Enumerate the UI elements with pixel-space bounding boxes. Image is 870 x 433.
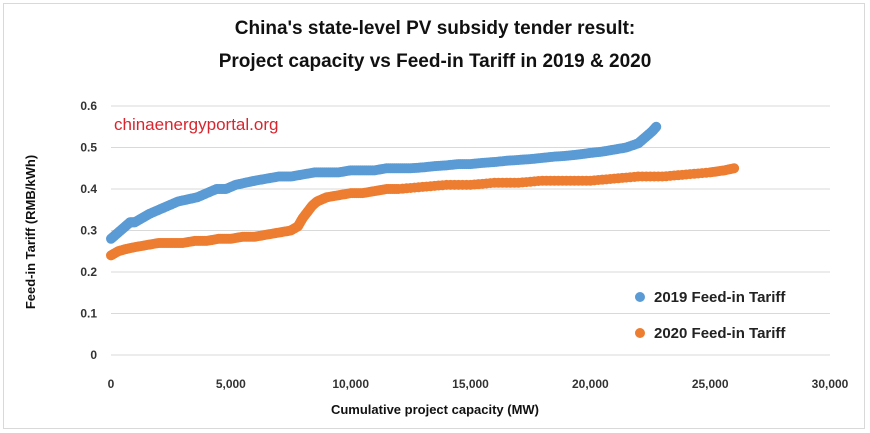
legend-marker-2020 bbox=[635, 328, 645, 338]
y-tick-label: 0.2 bbox=[80, 265, 97, 279]
y-tick-label: 0 bbox=[90, 348, 97, 362]
chart-frame bbox=[3, 3, 865, 429]
legend-label-2020: 2020 Feed-in Tariff bbox=[654, 325, 786, 342]
x-tick-label: 25,000 bbox=[692, 377, 729, 391]
x-tick-label: 0 bbox=[108, 377, 115, 391]
legend-label-2019: 2019 Feed-in Tariff bbox=[654, 289, 786, 306]
legend: 2019 Feed-in Tariff 2020 Feed-in Tariff bbox=[635, 289, 786, 342]
gridlines bbox=[111, 105, 830, 356]
data-points bbox=[106, 121, 740, 261]
y-tick-label: 0.1 bbox=[80, 307, 97, 321]
y-tick-label: 0.6 bbox=[80, 99, 97, 113]
legend-marker-2019 bbox=[635, 292, 645, 302]
chart-title: China's state-level PV subsidy tender re… bbox=[234, 18, 636, 39]
data-point bbox=[729, 163, 740, 174]
y-tick-label: 0.4 bbox=[80, 182, 97, 196]
y-axis-ticks: 0 0.1 0.2 0.3 0.4 0.5 0.6 bbox=[80, 99, 97, 362]
x-tick-label: 5,000 bbox=[216, 377, 246, 391]
y-tick-label: 0.5 bbox=[80, 141, 97, 155]
series-2020 bbox=[106, 163, 740, 261]
y-tick-label: 0.3 bbox=[80, 224, 97, 238]
watermark: chinaenergyportal.org bbox=[114, 115, 278, 134]
x-axis-label: Cumulative project capacity (MW) bbox=[331, 402, 539, 417]
chart-subtitle: Project capacity vs Feed-in Tariff in 20… bbox=[218, 51, 652, 72]
series-2019 bbox=[106, 121, 662, 244]
x-tick-label: 15,000 bbox=[452, 377, 489, 391]
x-axis-ticks: 0 5,000 10,000 15,000 20,000 25,000 30,000 bbox=[108, 377, 849, 391]
x-tick-label: 30,000 bbox=[812, 377, 849, 391]
x-tick-label: 10,000 bbox=[332, 377, 369, 391]
x-tick-label: 20,000 bbox=[572, 377, 609, 391]
data-point bbox=[651, 121, 662, 132]
y-axis-label: Feed-in Tariff (RMB/kWh) bbox=[23, 155, 38, 309]
